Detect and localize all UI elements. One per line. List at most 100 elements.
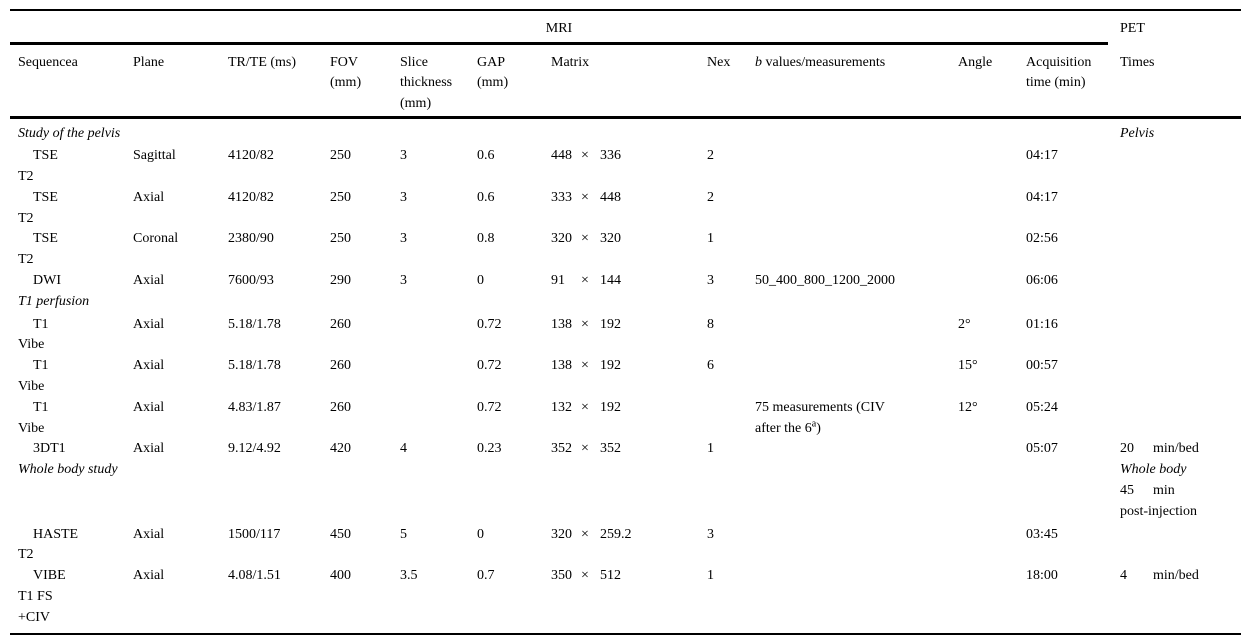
cell-fov: 250	[330, 231, 351, 247]
matrix-times-symbol: ×	[581, 526, 589, 542]
mri-group-rule	[10, 42, 1108, 45]
cell-b-values: 50_400_800_1200_2000	[755, 273, 895, 289]
cell-sequence: T1 Vibe	[18, 358, 49, 395]
cell-acquisition-time: 04:17	[1026, 189, 1058, 205]
cell-tr-te: 4120/82	[228, 148, 274, 164]
cell-tr-te: 1500/117	[228, 526, 281, 542]
matrix-times-symbol: ×	[581, 148, 589, 164]
cell-nex: 6	[707, 358, 714, 374]
cell-slice-thickness: 3	[400, 189, 407, 205]
cell-fov: 260	[330, 316, 351, 332]
top-rule	[10, 9, 1241, 11]
cell-gap: 0.8	[477, 231, 495, 247]
cell-tr-te: 7600/93	[228, 273, 274, 289]
cell-slice-thickness: 4	[400, 441, 407, 457]
col-header-b-values: b values/measurements	[755, 53, 958, 74]
table-row: 3DT1 Axial 9.12/4.92 420 4 0.23 352 × 352 1 05:07 2…	[10, 439, 1251, 460]
group-header-row: MRI PET	[10, 11, 1251, 42]
cell-tr-te: 2380/90	[228, 231, 274, 247]
col-header-matrix: Matrix	[551, 54, 590, 70]
cell-matrix-x: 320	[551, 526, 572, 542]
cell-sequence: 3DT1	[33, 441, 66, 457]
matrix-times-symbol: ×	[581, 231, 589, 247]
cell-fov: 250	[330, 189, 351, 205]
cell-matrix-x: 333	[551, 189, 572, 205]
cell-b-values: 75 measurements (CIV after the 6a)	[755, 399, 885, 436]
b-values-rest: values/measurements	[762, 54, 886, 70]
cell-matrix-y: 512	[600, 568, 621, 584]
col-header-slice-thickness: Slice thickness (mm)	[400, 54, 453, 112]
section-row: Study of the pelvis Pelvis	[10, 124, 1251, 145]
table-row: T1 Vibe Axial 4.83/1.87 260 0.72 132 × 192 75 mea…	[10, 398, 1251, 440]
cell-slice-thickness: 3	[400, 231, 407, 247]
cell-acquisition-time: 06:06	[1026, 273, 1058, 289]
cell-acquisition-time: 05:24	[1026, 399, 1058, 415]
cell-slice-thickness: 3	[400, 273, 407, 289]
cell-matrix-x: 350	[551, 568, 572, 584]
cell-tr-te: 4.08/1.51	[228, 568, 281, 584]
cell-slice-thickness: 5	[400, 526, 407, 542]
col-header-angle: Angle	[958, 54, 993, 70]
pet-text: Pelvis	[1120, 125, 1155, 141]
cell-sequence: HASTE T2	[18, 526, 79, 563]
footnote-marker: a	[811, 418, 817, 429]
cell-pet-times: Pelvis	[1120, 124, 1241, 145]
cell-sequence: TSE T2	[18, 231, 58, 268]
col-header-acquisition-time: Acquisition time (min)	[1026, 54, 1092, 91]
col-header-sequence: Sequencea	[18, 54, 78, 70]
table-body: Study of the pelvis Pelvis TSE T2 Sagittal 41…	[0, 119, 1251, 633]
cell-plane: Axial	[133, 358, 165, 374]
pet-number: 45	[1120, 483, 1134, 499]
cell-matrix-y: 320	[600, 231, 621, 247]
cell-gap: 0.72	[477, 399, 502, 415]
cell-pet-times: 4 min/bed	[1120, 566, 1241, 587]
cell-slice-thickness: 3.5	[400, 568, 418, 584]
cell-gap: 0.23	[477, 441, 502, 457]
cell-fov: 400	[330, 568, 351, 584]
matrix-times-symbol: ×	[581, 273, 589, 289]
table-row: TSE T2 Sagittal 4120/82 250 3 0.6 448 × 336 2 04:17	[10, 146, 1251, 188]
cell-gap: 0.72	[477, 316, 502, 332]
col-header-times: Times	[1120, 54, 1155, 70]
cell-matrix-x: 132	[551, 399, 572, 415]
col-header-fov: FOV (mm)	[330, 54, 362, 91]
cell-plane: Axial	[133, 273, 165, 289]
cell-nex: 1	[707, 568, 714, 584]
cell-nex: 1	[707, 231, 714, 247]
cell-matrix-y: 192	[600, 316, 621, 332]
pet-unit: min/bed	[1153, 441, 1199, 457]
cell-matrix-x: 448	[551, 148, 572, 164]
section-title: Study of the pelvis	[18, 125, 121, 141]
col-header-plane: Plane	[133, 54, 165, 70]
mri-group-label: MRI	[545, 21, 573, 36]
cell-gap: 0.72	[477, 358, 502, 374]
cell-tr-te: 5.18/1.78	[228, 316, 281, 332]
table-row: DWI Axial 7600/93 290 3 0 91 × 144 3 50_400_800_12…	[10, 271, 1251, 292]
cell-plane: Axial	[133, 441, 165, 457]
cell-matrix-y: 352	[600, 441, 621, 457]
pet-number: 20	[1120, 441, 1134, 457]
cell-nex: 3	[707, 526, 714, 542]
cell-angle: 2°	[958, 316, 971, 332]
col-header-gap: GAP (mm)	[477, 54, 509, 91]
section-title: Whole body study	[18, 462, 118, 478]
cell-matrix-y: 336	[600, 148, 621, 164]
matrix-times-symbol: ×	[581, 441, 589, 457]
col-header-tr-te: TR/TE (ms)	[228, 54, 297, 70]
matrix-times-symbol: ×	[581, 316, 589, 332]
cell-acquisition-time: 04:17	[1026, 148, 1058, 164]
pet-group-label: PET	[1120, 21, 1145, 36]
table-row: HASTE T2 Axial 1500/117 450 5 0 320 × 259.2 3 03:45	[10, 525, 1251, 567]
cell-angle: 15°	[958, 358, 978, 374]
table-row: VIBE T1 FS +CIV Axial 4.08/1.51 400 3.5 0.7 350 ×…	[10, 566, 1251, 628]
b-values-text: after the 6	[755, 420, 812, 436]
pet-text: Whole body	[1120, 462, 1187, 478]
cell-fov: 450	[330, 526, 351, 542]
cell-sequence: TSE T2	[18, 189, 58, 226]
cell-matrix-x: 91	[551, 273, 565, 289]
cell-acquisition-time: 03:45	[1026, 526, 1058, 542]
cell-pet-times: 20 min/bed	[1120, 439, 1241, 460]
cell-acquisition-time: 05:07	[1026, 441, 1058, 457]
cell-slice-thickness: 3	[400, 148, 407, 164]
matrix-times-symbol: ×	[581, 399, 589, 415]
